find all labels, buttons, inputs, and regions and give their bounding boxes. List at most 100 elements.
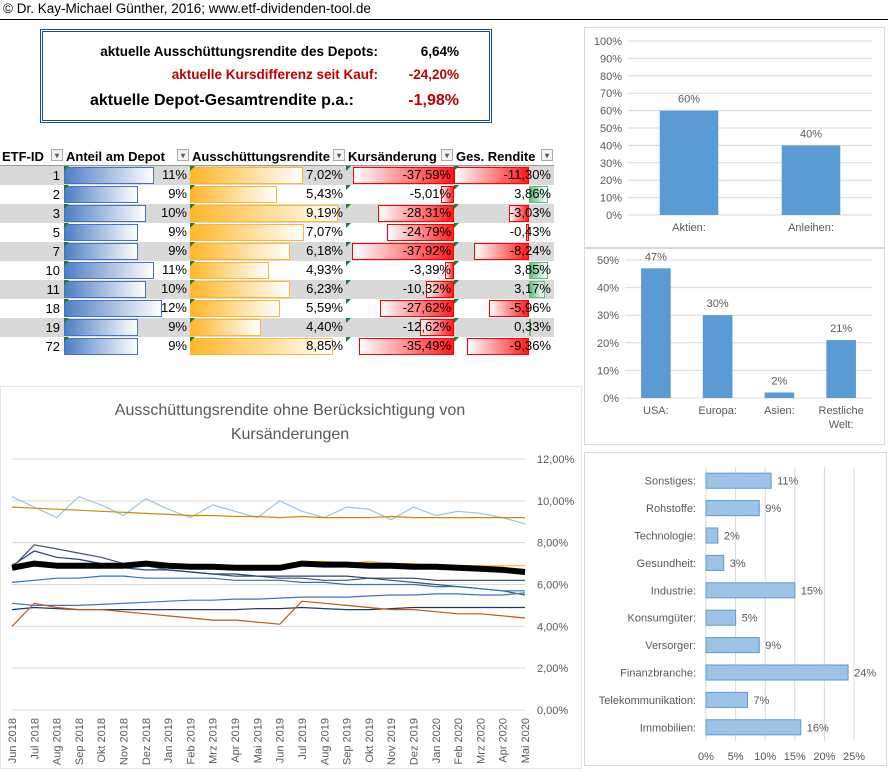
- cell-anteil[interactable]: 9%: [64, 318, 190, 337]
- cell-anteil[interactable]: 9%: [64, 223, 190, 242]
- cell-etf-id[interactable]: 2: [52, 187, 60, 202]
- cell-ges-rendite[interactable]: -11,30%: [454, 165, 554, 185]
- cell-ges-rendite[interactable]: -3,03%: [454, 204, 554, 223]
- cell-ausschuettungsrendite[interactable]: 6,18%: [190, 242, 346, 261]
- filter-dropdown-icon[interactable]: ▾: [51, 149, 63, 161]
- table-row[interactable]: 1 11% 7,02% -37,59% -11,30%: [0, 165, 554, 185]
- cell-ausschuettungsrendite[interactable]: 7,02%: [190, 165, 346, 185]
- cell-value: 8,85%: [306, 338, 343, 353]
- data-bar: [454, 167, 529, 184]
- table-row[interactable]: 5 9% 7,07% -24,79% -0,43%: [0, 223, 554, 242]
- cell-anteil[interactable]: 9%: [64, 185, 190, 204]
- table-row[interactable]: 2 9% 5,43% -5,01% 3,86%: [0, 185, 554, 204]
- x-tick-label: Okt 2018: [96, 718, 108, 763]
- data-bar: [64, 262, 154, 279]
- data-bar: [358, 338, 454, 355]
- column-header-ges-rendite[interactable]: Ges. Rendite ▾: [454, 147, 554, 166]
- filter-dropdown-icon[interactable]: ▾: [333, 149, 345, 161]
- table-row[interactable]: 19 9% 4,40% -12,62% 0,33%: [0, 318, 554, 337]
- yield-history-chart-panel: Ausschüttungsrendite ohne Berücksichtigu…: [0, 386, 582, 769]
- cell-etf-id[interactable]: 5: [52, 225, 60, 240]
- bar: [705, 582, 796, 599]
- cell-anteil[interactable]: 10%: [64, 204, 190, 223]
- cell-value: 9%: [168, 243, 187, 258]
- data-bar: [190, 186, 278, 203]
- cell-kursaenderung[interactable]: -3,39%: [346, 261, 454, 280]
- column-header-etf-id[interactable]: ETF-ID ▾: [0, 147, 64, 166]
- x-tick-label: Apr 2020: [498, 718, 510, 763]
- cell-anteil[interactable]: 11%: [64, 165, 190, 185]
- cell-ges-rendite[interactable]: 3,17%: [454, 280, 554, 299]
- cell-kursaenderung[interactable]: -37,59%: [346, 165, 454, 185]
- cell-ausschuettungsrendite[interactable]: 8,85%: [190, 337, 346, 356]
- cell-ges-rendite[interactable]: 3,85%: [454, 261, 554, 280]
- y-tick-label: 0,00%: [537, 705, 568, 717]
- cell-kursaenderung[interactable]: -35,49%: [346, 337, 454, 356]
- cell-kursaenderung[interactable]: -12,62%: [346, 318, 454, 337]
- table-row[interactable]: 10 11% 4,93% -3,39% 3,85%: [0, 261, 554, 280]
- x-tick-label: Jul 2019: [297, 718, 309, 760]
- y-tick-label: 12,00%: [537, 454, 575, 466]
- cell-anteil[interactable]: 10%: [64, 280, 190, 299]
- cell-ausschuettungsrendite[interactable]: 4,40%: [190, 318, 346, 337]
- cell-ausschuettungsrendite[interactable]: 4,93%: [190, 261, 346, 280]
- cell-ges-rendite[interactable]: -9,36%: [454, 337, 554, 356]
- column-header-ausschuettungsrendite[interactable]: Ausschüttungsrendite ▾: [190, 147, 346, 166]
- cell-kursaenderung[interactable]: -27,62%: [346, 299, 454, 318]
- cell-ges-rendite[interactable]: -8,24%: [454, 242, 554, 261]
- filter-dropdown-icon[interactable]: ▾: [441, 149, 453, 161]
- table-row[interactable]: 11 10% 6,23% -10,32% 3,17%: [0, 280, 554, 299]
- cell-etf-id[interactable]: 3: [0, 204, 64, 223]
- cell-etf-id[interactable]: 19: [0, 318, 64, 337]
- cell-etf-id[interactable]: 10: [45, 263, 60, 278]
- cell-ausschuettungsrendite[interactable]: 5,43%: [190, 185, 346, 204]
- cell-ausschuettungsrendite[interactable]: 9,19%: [190, 204, 346, 223]
- cell-ausschuettungsrendite[interactable]: 5,59%: [190, 299, 346, 318]
- table-row[interactable]: 72 9% 8,85% -35,49% -9,36%: [0, 337, 554, 356]
- table-row[interactable]: 7 9% 6,18% -37,92% -8,24%: [0, 242, 554, 261]
- cell-anteil[interactable]: 11%: [64, 261, 190, 280]
- data-bar: [190, 224, 304, 241]
- series-line: [11, 575, 525, 592]
- data-bar: [352, 167, 454, 184]
- cell-etf-id[interactable]: 7: [0, 242, 64, 261]
- column-header-anteil[interactable]: Anteil am Depot ▾: [64, 147, 190, 166]
- cell-value: -28,31%: [402, 205, 451, 220]
- cell-etf-id[interactable]: 1: [0, 165, 64, 185]
- cell-kursaenderung[interactable]: -5,01%: [346, 185, 454, 204]
- cell-anteil[interactable]: 12%: [64, 299, 190, 318]
- cell-ges-rendite[interactable]: -0,43%: [454, 223, 554, 242]
- cell-etf-id[interactable]: 18: [45, 301, 60, 316]
- data-label: 24%: [854, 668, 876, 680]
- column-header-kursaenderung[interactable]: Kursänderung ▾: [346, 147, 454, 166]
- cell-kursaenderung[interactable]: -37,92%: [346, 242, 454, 261]
- category-label: Anleihen:: [788, 222, 834, 234]
- table-row[interactable]: 18 12% 5,59% -27,62% -5,96%: [0, 299, 554, 318]
- table-row[interactable]: 3 10% 9,19% -28,31% -3,03%: [0, 204, 554, 223]
- cell-ausschuettungsrendite[interactable]: 6,23%: [190, 280, 346, 299]
- data-bar: [352, 243, 454, 260]
- cell-marker-icon: [64, 166, 69, 171]
- y-tick-label: 70%: [600, 88, 622, 100]
- cell-value: 6,23%: [306, 281, 343, 296]
- filter-active-icon[interactable]: ▾: [177, 149, 189, 161]
- x-tick-label: Aug 2018: [52, 718, 64, 765]
- cell-anteil[interactable]: 9%: [64, 337, 190, 356]
- cell-ausschuettungsrendite[interactable]: 7,07%: [190, 223, 346, 242]
- cell-kursaenderung[interactable]: -28,31%: [346, 204, 454, 223]
- cell-value: 7,07%: [306, 224, 343, 239]
- cell-ges-rendite[interactable]: -5,96%: [454, 299, 554, 318]
- cell-etf-id[interactable]: 11: [0, 280, 64, 299]
- cell-ges-rendite[interactable]: 0,33%: [454, 318, 554, 337]
- bar: [764, 392, 795, 398]
- cell-ges-rendite[interactable]: 3,86%: [454, 185, 554, 204]
- cell-anteil[interactable]: 9%: [64, 242, 190, 261]
- data-bar: [64, 338, 138, 355]
- data-bar: [190, 262, 270, 279]
- data-bar: [420, 319, 454, 336]
- cell-etf-id[interactable]: 72: [45, 339, 60, 354]
- data-bar: [190, 300, 281, 317]
- cell-kursaenderung[interactable]: -10,32%: [346, 280, 454, 299]
- cell-kursaenderung[interactable]: -24,79%: [346, 223, 454, 242]
- filter-dropdown-icon[interactable]: ▾: [541, 149, 553, 161]
